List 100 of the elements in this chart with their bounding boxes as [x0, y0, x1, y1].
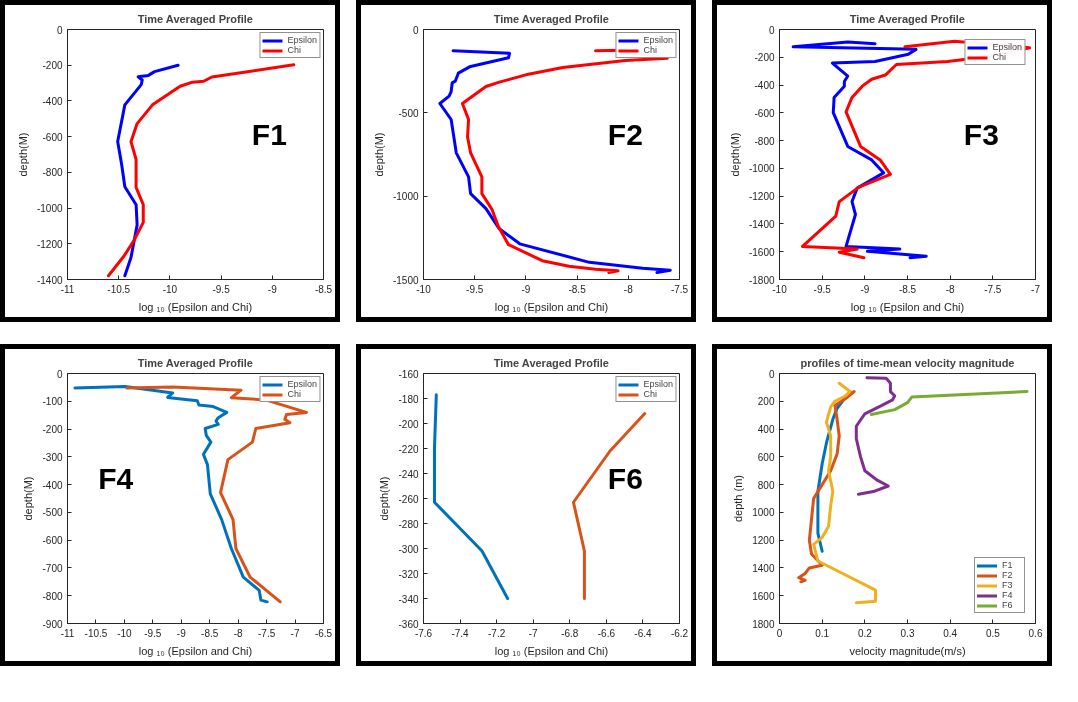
y-axis-title: depth(M) [728, 132, 741, 177]
y-tick-label: -1800 [748, 274, 775, 286]
x-axis-title: velocity magnitude(m/s) [849, 644, 966, 657]
y-tick-label: -180 [398, 393, 419, 405]
x-axis-title: log ₁₀ (Epsilon and Chi) [850, 300, 965, 313]
legend-label: Epsilon [643, 35, 673, 45]
x-tick-label: -7.2 [488, 627, 506, 639]
x-tick-label: -8 [623, 283, 634, 295]
y-tick-label: -160 [398, 368, 419, 380]
legend-label: F6 [1002, 600, 1014, 610]
x-axis-title: log ₁₀ (Epsilon and Chi) [138, 644, 253, 657]
x-tick-label: -6.5 [314, 627, 333, 639]
line-series [432, 393, 510, 600]
x-tick-label: -8.5 [314, 283, 333, 295]
x-tick-label: -6.2 [670, 627, 689, 639]
x-tick-label: -11 [60, 283, 75, 295]
y-tick-label: 1800 [752, 618, 775, 630]
y-tick-label: 1000 [752, 507, 775, 519]
chart-title: Time Averaged Profile [137, 12, 253, 25]
y-tick-label: -1000 [748, 163, 775, 175]
y-tick-label: -260 [398, 493, 419, 505]
x-tick-label: -10 [162, 283, 178, 295]
y-tick-label: -200 [42, 424, 63, 436]
annotation: F4 [98, 462, 134, 495]
y-tick-label: -340 [398, 593, 419, 605]
y-tick-label: -1400 [748, 218, 775, 230]
y-axis-title: depth(M) [378, 476, 391, 521]
y-tick-label: 1600 [752, 590, 775, 602]
y-tick-label: -1000 [392, 191, 419, 203]
x-tick-label: -8.5 [568, 283, 587, 295]
x-tick-label: -7.5 [984, 283, 1002, 295]
y-tick-label: -900 [42, 618, 63, 630]
y-tick-label: 600 [757, 451, 775, 463]
x-tick-label: -9 [521, 283, 531, 295]
x-tick-label: 0.5 [985, 627, 1001, 639]
y-tick-label: -700 [42, 562, 63, 574]
y-tick-label: 200 [757, 396, 775, 408]
x-tick-label: -6.6 [597, 627, 616, 639]
legend-label: F1 [1002, 560, 1014, 570]
y-tick-label: -200 [754, 52, 775, 64]
chart-title: Time Averaged Profile [493, 12, 609, 25]
y-tick-label: 400 [757, 424, 775, 436]
y-tick-label: -100 [42, 396, 63, 408]
y-tick-label: -600 [42, 535, 63, 547]
x-axis-title: log ₁₀ (Epsilon and Chi) [494, 300, 609, 313]
x-tick-label: 0.2 [857, 627, 873, 639]
y-tick-label: -320 [398, 568, 419, 580]
y-tick-label: -400 [754, 80, 775, 92]
y-tick-label: -1000 [36, 203, 63, 215]
x-tick-label: 0.3 [900, 627, 915, 639]
line-series [854, 376, 897, 496]
line-series [106, 63, 296, 278]
chart-title: Time Averaged Profile [849, 12, 965, 25]
y-tick-label: -240 [398, 468, 419, 480]
legend-label: Chi [287, 45, 302, 55]
line-series [791, 40, 928, 260]
y-tick-label: 0 [768, 24, 775, 36]
x-tick-label: -9 [860, 283, 870, 295]
y-tick-label: -220 [398, 443, 419, 455]
legend-label: Epsilon [287, 379, 317, 389]
y-tick-label: 0 [412, 24, 419, 36]
y-tick-label: -200 [398, 418, 419, 430]
y-tick-label: -1200 [36, 238, 63, 250]
y-tick-label: -200 [42, 60, 63, 72]
y-tick-label: -360 [398, 618, 419, 630]
legend-label: Chi [643, 45, 658, 55]
legend-label: F3 [1002, 580, 1014, 590]
x-tick-label: -8.5 [201, 627, 219, 639]
x-tick-label: 0.4 [943, 627, 958, 639]
x-tick-label: 0 [776, 627, 783, 639]
y-tick-label: -500 [42, 507, 63, 519]
x-axis-title: log ₁₀ (Epsilon and Chi) [138, 300, 253, 313]
chart-title: Time Averaged Profile [137, 356, 253, 369]
x-tick-label: -10.5 [107, 283, 131, 295]
x-tick-label: -9 [176, 627, 187, 639]
y-tick-label: -500 [398, 107, 419, 119]
legend-label: Epsilon [643, 379, 673, 389]
x-tick-label: -8 [233, 627, 244, 639]
x-tick-label: -9.5 [813, 283, 832, 295]
legend-label: Epsilon [992, 42, 1022, 52]
y-tick-label: -300 [42, 451, 63, 463]
y-tick-label: -1600 [748, 246, 775, 258]
x-tick-label: 0.6 [1028, 627, 1043, 639]
x-tick-label: -8 [945, 283, 956, 295]
y-tick-label: -800 [42, 167, 63, 179]
annotation: F6 [607, 462, 643, 495]
x-tick-label: -6.8 [561, 627, 579, 639]
x-tick-label: -10 [117, 627, 133, 639]
y-tick-label: -800 [754, 135, 775, 147]
x-tick-label: -9.5 [144, 627, 162, 639]
y-tick-label: -800 [42, 590, 63, 602]
x-tick-label: -10.5 [84, 627, 108, 639]
legend-label: Chi [992, 52, 1007, 62]
line-series [73, 385, 269, 604]
line-series [116, 63, 180, 278]
y-tick-label: -1500 [392, 274, 419, 286]
y-tick-label: 800 [757, 479, 775, 491]
x-tick-label: -10 [772, 283, 788, 295]
annotation: F1 [251, 118, 287, 151]
x-tick-label: -11 [60, 627, 75, 639]
